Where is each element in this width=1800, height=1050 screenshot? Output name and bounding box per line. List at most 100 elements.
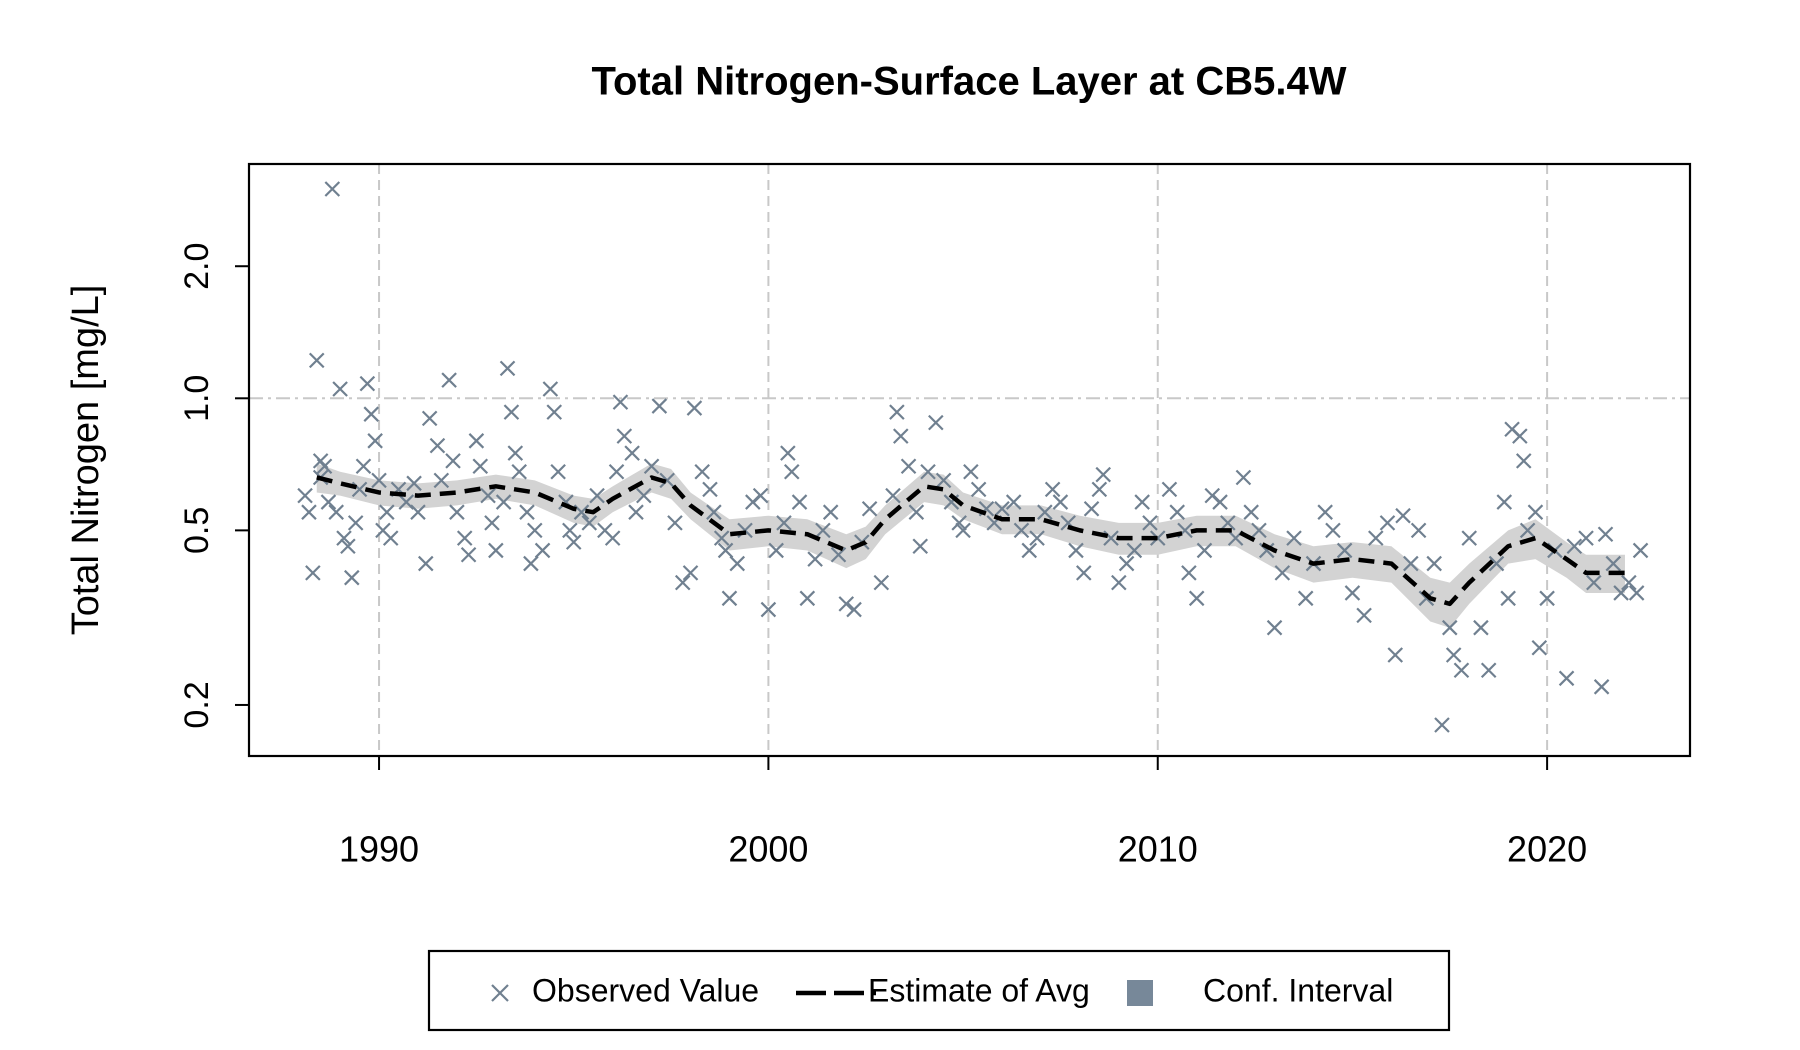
observed-point xyxy=(565,534,582,550)
observed-point xyxy=(410,504,426,520)
observed-point xyxy=(1005,494,1022,510)
observed-point xyxy=(970,481,987,498)
observed-point xyxy=(1052,494,1069,510)
observed-point xyxy=(297,487,313,504)
observed-point xyxy=(1044,481,1061,498)
confidence-band xyxy=(316,463,1625,628)
observed-point xyxy=(542,381,559,397)
observed-point xyxy=(1083,500,1100,517)
observed-point xyxy=(433,472,450,489)
observed-point xyxy=(379,504,395,520)
observed-point xyxy=(305,565,321,581)
observed-point xyxy=(1111,574,1127,591)
observed-point xyxy=(935,472,952,489)
observed-point xyxy=(951,515,967,531)
observed-point xyxy=(721,590,738,607)
observed-point xyxy=(900,458,917,475)
observed-point xyxy=(480,487,496,504)
observed-point xyxy=(1539,590,1555,607)
chart-title: Total Nitrogen-Surface Layer at CB5.4W xyxy=(592,60,1347,104)
observed-point xyxy=(367,433,383,449)
observed-point xyxy=(1379,515,1396,531)
observed-point xyxy=(706,504,722,520)
observed-point xyxy=(1496,494,1513,510)
observed-point xyxy=(624,445,640,461)
observed-point xyxy=(807,551,823,567)
observed-point xyxy=(1531,639,1548,656)
observed-point xyxy=(1243,504,1259,520)
observed-point xyxy=(1500,590,1516,607)
observed-point xyxy=(1149,530,1166,546)
y-tick-label: 0.5 xyxy=(178,507,216,554)
observed-point xyxy=(1266,619,1283,636)
observed-point xyxy=(1410,522,1427,539)
observed-point xyxy=(503,404,520,420)
observed-point xyxy=(1356,607,1372,624)
observed-point xyxy=(344,569,360,586)
observed-point xyxy=(301,504,317,520)
observed-point xyxy=(791,494,808,510)
observed-point xyxy=(885,487,901,504)
observed-point xyxy=(928,414,944,431)
observed-point xyxy=(1387,647,1404,663)
observed-point xyxy=(1118,555,1135,572)
observed-point xyxy=(838,596,855,612)
observed-point xyxy=(608,464,625,480)
observed-point xyxy=(429,437,446,454)
legend-box xyxy=(427,949,1451,1032)
observed-point xyxy=(1251,522,1267,539)
observed-point xyxy=(534,542,551,559)
observed-point xyxy=(363,406,380,422)
observed-point xyxy=(643,458,660,475)
legend-label: Estimate of Avg xyxy=(868,972,1090,1008)
observed-point xyxy=(1336,542,1353,559)
observed-point xyxy=(1286,530,1302,546)
observed-point xyxy=(316,458,333,475)
observed-point xyxy=(702,481,718,498)
observed-point xyxy=(1235,469,1252,486)
observed-point xyxy=(355,458,372,475)
observed-point xyxy=(1480,662,1497,678)
observed-point xyxy=(1621,574,1637,591)
observed-point xyxy=(604,530,621,546)
observed-point xyxy=(667,515,683,531)
observed-point xyxy=(1445,647,1462,663)
observed-point xyxy=(1527,504,1544,520)
observed-point xyxy=(1461,530,1478,546)
observed-point xyxy=(1403,555,1419,572)
observed-point xyxy=(1142,515,1158,531)
observed-point xyxy=(1091,481,1108,498)
observed-point xyxy=(893,428,909,444)
observed-point xyxy=(1188,590,1205,607)
observed-point xyxy=(1566,538,1583,555)
y-axis-label: Total Nitrogen [mg/L] xyxy=(65,285,107,636)
observed-point xyxy=(507,445,524,461)
observed-point xyxy=(994,500,1010,517)
observed-point xyxy=(612,394,629,410)
observed-point xyxy=(328,504,344,520)
observed-point xyxy=(768,542,784,559)
observed-point xyxy=(1212,494,1228,510)
observed-point xyxy=(636,487,652,504)
observed-point xyxy=(460,546,477,563)
observed-point xyxy=(822,504,839,520)
observed-point xyxy=(1613,585,1629,601)
observed-point xyxy=(846,601,862,618)
observed-point xyxy=(1126,542,1143,559)
observed-point xyxy=(1586,574,1602,591)
observed-point xyxy=(1519,522,1536,539)
observed-point xyxy=(398,494,415,510)
observed-point xyxy=(659,472,675,489)
observed-point xyxy=(519,504,535,520)
observed-point xyxy=(1453,662,1470,678)
observed-point xyxy=(495,494,512,510)
observed-point xyxy=(1558,670,1575,687)
observed-point xyxy=(799,590,816,607)
observed-point xyxy=(488,542,504,559)
observed-point xyxy=(729,555,746,572)
observed-point xyxy=(963,464,979,480)
observed-point xyxy=(1488,555,1505,572)
observed-point xyxy=(340,538,356,555)
observed-point xyxy=(912,538,929,555)
